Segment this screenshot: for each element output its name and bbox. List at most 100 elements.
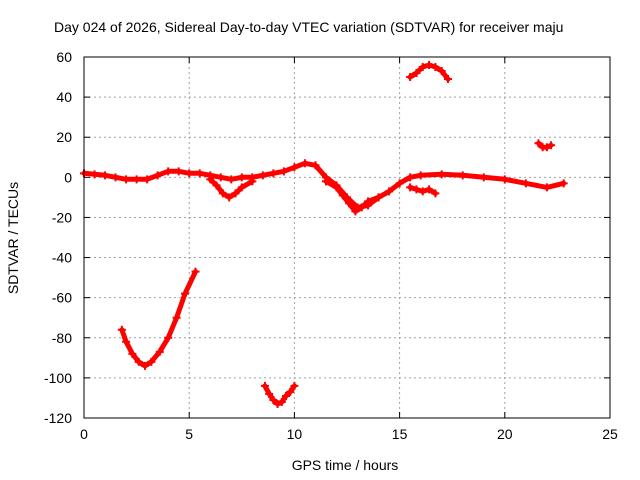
data-point bbox=[237, 173, 246, 182]
data-point bbox=[458, 171, 467, 180]
data-point bbox=[534, 139, 543, 148]
data-point bbox=[143, 175, 152, 184]
data-point bbox=[321, 177, 330, 186]
y-tick-label: 40 bbox=[56, 89, 72, 105]
data-point bbox=[172, 313, 181, 322]
data-point bbox=[269, 169, 278, 178]
y-tick-label: -40 bbox=[52, 250, 72, 266]
data-point bbox=[542, 183, 551, 192]
data-point bbox=[479, 173, 488, 182]
data-point bbox=[431, 189, 440, 198]
series-lower-band-C bbox=[406, 183, 440, 198]
data-point bbox=[195, 169, 204, 178]
data-point bbox=[418, 63, 427, 72]
x-tick-label: 15 bbox=[392, 426, 408, 442]
data-point bbox=[290, 163, 299, 172]
data-point bbox=[279, 167, 288, 176]
data-point bbox=[225, 193, 234, 202]
data-point bbox=[258, 171, 267, 180]
data-point bbox=[206, 175, 215, 184]
plot-frame bbox=[83, 56, 611, 419]
y-axis-label: SDTVAR / TECUs bbox=[5, 182, 21, 294]
data-point bbox=[128, 349, 137, 358]
data-point bbox=[216, 173, 225, 182]
x-axis-label: GPS time / hours bbox=[292, 457, 399, 473]
data-point bbox=[164, 167, 173, 176]
data-point bbox=[431, 63, 440, 72]
data-point bbox=[351, 207, 360, 216]
data-point bbox=[406, 183, 415, 192]
x-tick-label: 0 bbox=[80, 426, 88, 442]
x-tick-label: 20 bbox=[497, 426, 513, 442]
data-point bbox=[406, 73, 415, 82]
data-point bbox=[559, 179, 568, 188]
data-point bbox=[185, 169, 194, 178]
data-point bbox=[416, 171, 425, 180]
data-point bbox=[122, 337, 131, 346]
data-point bbox=[286, 387, 295, 396]
data-point bbox=[191, 267, 200, 276]
y-tick-label: 20 bbox=[56, 129, 72, 145]
data-point bbox=[300, 159, 309, 168]
y-tick-label: -100 bbox=[44, 370, 72, 386]
data-point bbox=[311, 161, 320, 170]
data-point bbox=[174, 167, 183, 176]
x-tick-label: 10 bbox=[287, 426, 303, 442]
data-point bbox=[412, 185, 421, 194]
data-point bbox=[147, 357, 156, 366]
data-point bbox=[357, 203, 366, 212]
x-tick-label: 5 bbox=[185, 426, 193, 442]
data-point bbox=[231, 189, 240, 198]
y-tick-label: -20 bbox=[52, 209, 72, 225]
data-point bbox=[281, 391, 290, 400]
data-point bbox=[134, 357, 143, 366]
series-lower-band-A bbox=[206, 175, 257, 202]
data-point bbox=[90, 170, 99, 179]
data-point bbox=[290, 381, 299, 390]
data-point bbox=[332, 183, 341, 192]
y-tick-label: -80 bbox=[52, 330, 72, 346]
data-point bbox=[547, 141, 556, 150]
data-point bbox=[212, 181, 221, 190]
series-arc-3 bbox=[406, 61, 452, 84]
data-point bbox=[117, 325, 126, 334]
data-point bbox=[218, 189, 227, 198]
data-point bbox=[141, 361, 150, 370]
data-point bbox=[406, 173, 415, 182]
series-trace bbox=[323, 178, 382, 214]
series-trace bbox=[81, 160, 567, 210]
data-point bbox=[374, 193, 383, 202]
data-point bbox=[260, 381, 269, 390]
chart-title: Day 024 of 2026, Sidereal Day-to-day VTE… bbox=[54, 19, 563, 35]
data-point bbox=[521, 179, 530, 188]
data-point bbox=[101, 171, 110, 180]
data-point bbox=[364, 197, 373, 206]
data-point bbox=[122, 175, 131, 184]
data-point bbox=[132, 175, 141, 184]
series-main-band bbox=[80, 159, 568, 212]
x-tick-label: 25 bbox=[602, 426, 618, 442]
series-lower-band-B bbox=[321, 177, 383, 216]
series-arc-2 bbox=[260, 381, 299, 408]
data-point bbox=[180, 289, 189, 298]
data-point bbox=[443, 75, 452, 84]
data-point bbox=[164, 333, 173, 342]
data-point bbox=[425, 61, 434, 70]
data-point bbox=[269, 395, 278, 404]
y-tick-label: 60 bbox=[56, 49, 72, 65]
axis-ticks: 0 5 10 15 20 25 -120 -100 -80 -60 -40 -20 0 20 40 60 bbox=[44, 49, 618, 442]
data-series bbox=[80, 61, 568, 408]
data-point bbox=[338, 191, 347, 200]
y-tick-label: 0 bbox=[64, 169, 72, 185]
data-point bbox=[237, 183, 246, 192]
data-point bbox=[542, 143, 551, 152]
data-point bbox=[155, 347, 164, 356]
data-point bbox=[385, 187, 394, 196]
data-point bbox=[248, 177, 257, 186]
data-point bbox=[425, 185, 434, 194]
data-point bbox=[500, 175, 509, 184]
data-point bbox=[227, 175, 236, 184]
y-tick-label: -120 bbox=[44, 410, 72, 426]
data-point bbox=[412, 69, 421, 78]
